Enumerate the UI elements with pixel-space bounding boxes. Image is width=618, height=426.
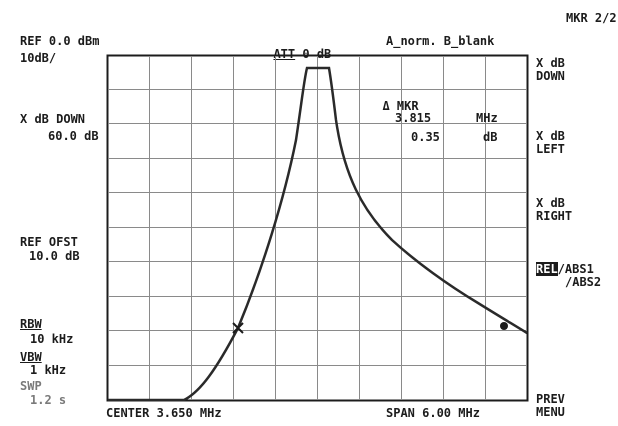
attenuation-label: ATT xyxy=(273,47,296,61)
marker-frequency-value: 3.815 xyxy=(395,111,432,125)
scale-readout: 10dB/ xyxy=(20,51,57,65)
marker-frequency-unit: MHz xyxy=(476,111,498,125)
ref-level-readout: REF 0.0 dBm xyxy=(20,34,100,48)
vbw-label: VBW xyxy=(20,350,42,364)
center-frequency-readout: CENTER 3.650 MHz xyxy=(106,406,222,420)
trace-line xyxy=(108,66,528,402)
softkey-prev-menu[interactable]: PREV MENU xyxy=(536,392,565,419)
softkey-xdb-left[interactable]: X dB LEFT xyxy=(536,129,565,156)
marker-level-unit: dB xyxy=(483,130,498,144)
ref-offset-value: 10.0 dB xyxy=(29,249,80,263)
sweep-value: 1.2 s xyxy=(30,393,67,407)
rbw-value: 10 kHz xyxy=(30,332,74,346)
xdb-down-label: X dB DOWN xyxy=(20,112,86,126)
attenuation-readout: ATT 0 dB xyxy=(259,35,331,61)
rbw-label: RBW xyxy=(20,317,42,331)
delta-marker-label: Δ MKR xyxy=(382,99,419,113)
softkey-xdb-down[interactable]: X dB DOWN xyxy=(536,56,565,83)
marker-1-icon xyxy=(232,322,244,334)
marker-2-icon xyxy=(500,322,508,330)
marker-level-value: 0.35 xyxy=(411,130,440,144)
trace-mode-readout: A_norm. B_blank xyxy=(386,34,495,48)
vbw-value: 1 kHz xyxy=(30,363,67,377)
xdb-down-value: 60.0 dB xyxy=(48,129,99,143)
softkey-abs2-label: /ABS2 xyxy=(565,275,602,289)
ref-offset-label: REF OFST xyxy=(20,235,78,249)
rel-highlight: REL xyxy=(536,262,558,276)
softkey-rel-abs[interactable]: REL/ABS1 /ABS2 xyxy=(536,262,602,289)
softkey-xdb-right[interactable]: X dB RIGHT xyxy=(536,196,573,223)
span-readout: SPAN 6.00 MHz xyxy=(386,406,480,420)
softkey-menu-title: MKR 2/2 xyxy=(566,11,617,25)
graticule xyxy=(106,54,529,402)
sweep-label: SWP xyxy=(20,379,42,393)
attenuation-value: 0 dB xyxy=(302,47,332,61)
delta-icon: Δ xyxy=(382,99,390,113)
